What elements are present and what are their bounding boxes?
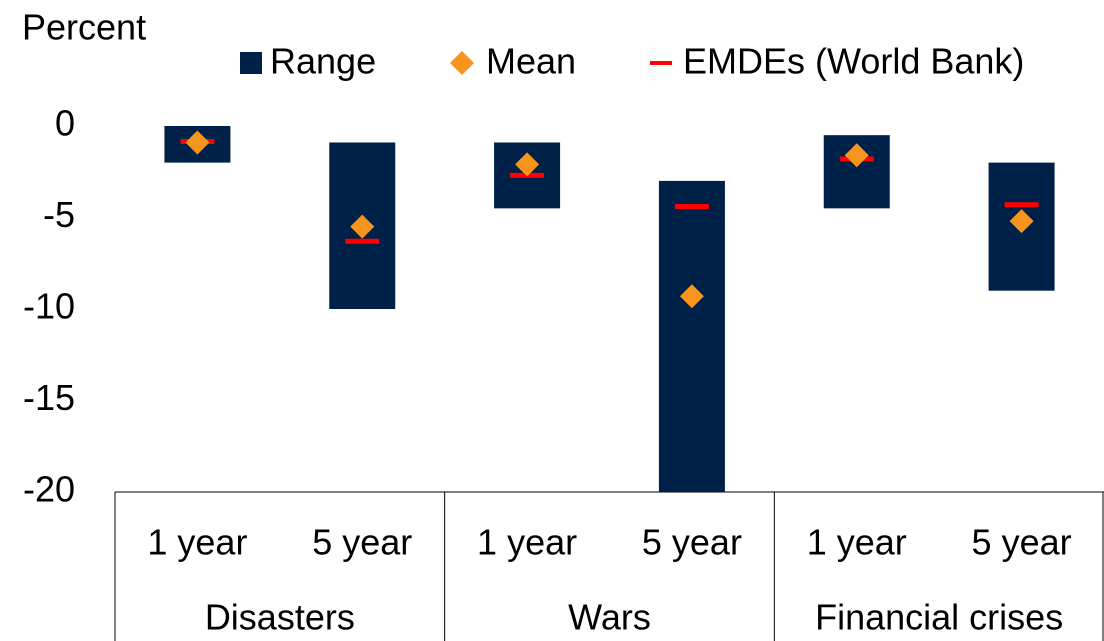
mean-marker (350, 214, 375, 239)
x-tick-label: 1 year (147, 522, 247, 563)
y-axis-label: Percent (22, 7, 146, 48)
legend-swatch (450, 51, 474, 75)
y-tick-label: -15 (23, 377, 75, 418)
x-tick-label: 5 year (312, 522, 412, 563)
y-tick-label: -5 (43, 194, 75, 235)
mean-marker (679, 284, 704, 309)
group-label: Wars (568, 597, 651, 638)
x-tick-label: 5 year (972, 522, 1072, 563)
legend-label: EMDEs (World Bank) (683, 41, 1024, 82)
legend-label: Mean (486, 41, 576, 82)
mean-marker (515, 152, 540, 177)
mean-marker (1009, 209, 1034, 234)
legend-swatch (240, 52, 262, 74)
x-tick-label: 1 year (807, 522, 907, 563)
y-tick-label: 0 (55, 103, 75, 144)
range-bar (658, 180, 725, 492)
y-tick-label: -20 (23, 469, 75, 510)
x-tick-label: 1 year (477, 522, 577, 563)
group-label: Financial crises (815, 597, 1063, 638)
group-label: Disasters (205, 597, 355, 638)
legend-label: Range (270, 41, 376, 82)
x-tick-label: 5 year (642, 522, 742, 563)
mean-marker (844, 143, 869, 168)
y-tick-label: -10 (23, 286, 75, 327)
mean-marker (185, 130, 210, 155)
